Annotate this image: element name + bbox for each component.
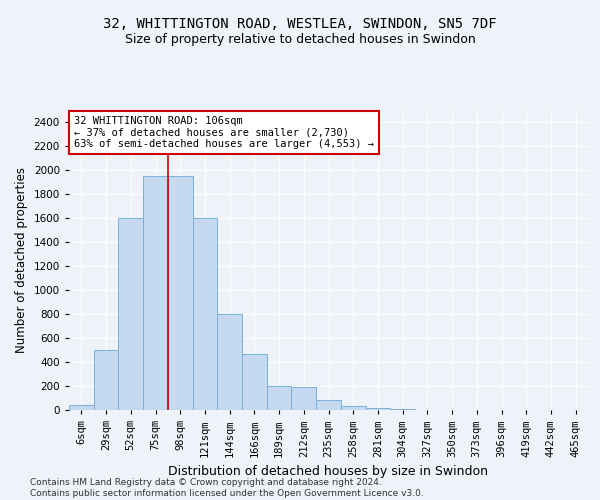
- Text: 32, WHITTINGTON ROAD, WESTLEA, SWINDON, SN5 7DF: 32, WHITTINGTON ROAD, WESTLEA, SWINDON, …: [103, 18, 497, 32]
- Bar: [168, 176, 193, 410]
- Bar: [94, 350, 118, 410]
- Bar: [118, 218, 143, 410]
- Text: 32 WHITTINGTON ROAD: 106sqm
← 37% of detached houses are smaller (2,730)
63% of : 32 WHITTINGTON ROAD: 106sqm ← 37% of det…: [74, 116, 374, 149]
- Bar: [341, 406, 365, 410]
- Bar: [390, 409, 415, 410]
- Bar: [292, 387, 316, 410]
- Bar: [143, 176, 168, 410]
- Text: Contains HM Land Registry data © Crown copyright and database right 2024.
Contai: Contains HM Land Registry data © Crown c…: [30, 478, 424, 498]
- Bar: [242, 354, 267, 410]
- Bar: [316, 400, 341, 410]
- Bar: [193, 218, 217, 410]
- Bar: [69, 405, 94, 410]
- X-axis label: Distribution of detached houses by size in Swindon: Distribution of detached houses by size …: [169, 465, 488, 478]
- Y-axis label: Number of detached properties: Number of detached properties: [15, 167, 28, 353]
- Text: Size of property relative to detached houses in Swindon: Size of property relative to detached ho…: [125, 32, 475, 46]
- Bar: [267, 386, 292, 410]
- Bar: [365, 408, 390, 410]
- Bar: [217, 314, 242, 410]
